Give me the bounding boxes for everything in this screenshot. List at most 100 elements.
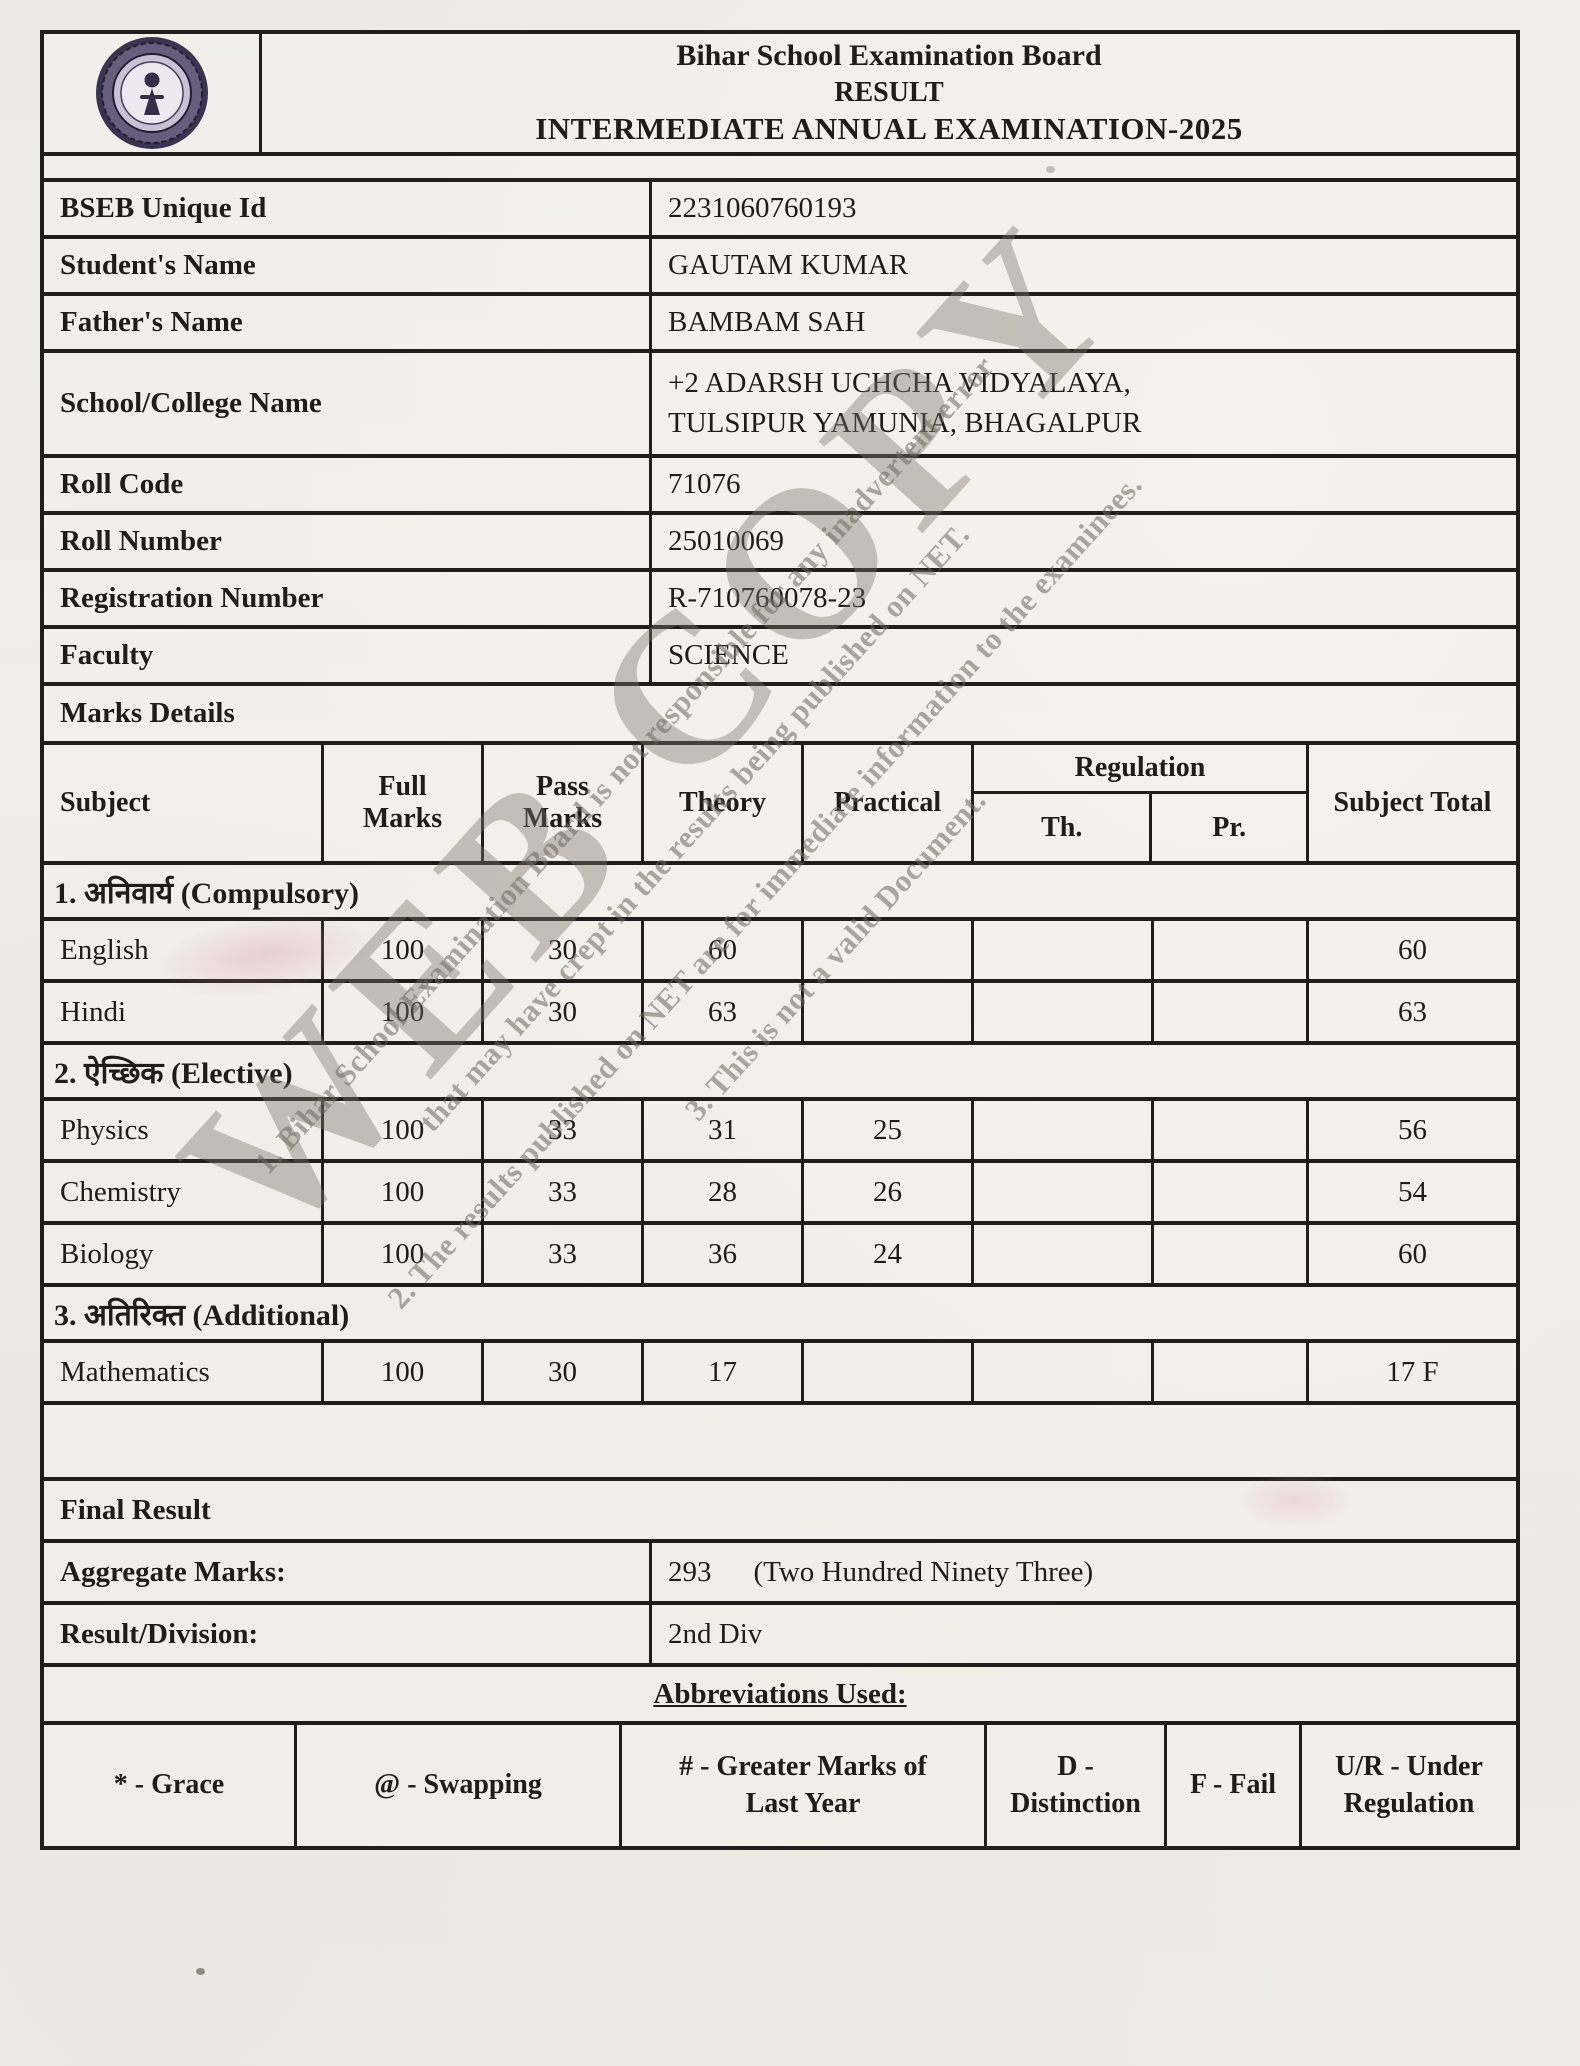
- regulation-pr: [1151, 1225, 1306, 1283]
- info-value: 25010069: [649, 515, 1516, 568]
- table-row-chemistry: Chemistry 100 33 28 26 54: [44, 1163, 1516, 1225]
- marks-details-row: Marks Details: [44, 686, 1516, 745]
- info-row-faculty: Faculty SCIENCE: [44, 629, 1516, 686]
- col-header-theory: Theory: [641, 745, 801, 861]
- table-row-mathematics: Mathematics 100 30 17 17 F: [44, 1343, 1516, 1405]
- subject-total: 60: [1306, 921, 1516, 979]
- subject-name: Biology: [60, 1237, 154, 1270]
- pass-marks: 30: [481, 921, 641, 979]
- col-header-regulation: Regulation: [974, 745, 1306, 794]
- table-row-biology: Biology 100 33 36 24 60: [44, 1225, 1516, 1287]
- col-header-subject-total: Subject Total: [1306, 745, 1516, 861]
- section-title-elective: 2. ऐच्छिक (Elective): [44, 1045, 1516, 1101]
- aggregate-value: 293: [668, 1555, 712, 1588]
- full-marks: 100: [321, 983, 481, 1041]
- full-marks: 100: [321, 1225, 481, 1283]
- school-name-text: +2 ADARSH UCHCHA VIDYALAYA, TULSIPUR YAM…: [668, 367, 1142, 439]
- info-row-registration-number: Registration Number R-710760078-23: [44, 572, 1516, 629]
- regulation-th: [971, 983, 1151, 1041]
- subject-total: 17 F: [1306, 1343, 1516, 1401]
- section-title-text: 1. अनिवार्य (Compulsory): [54, 876, 360, 910]
- subject-name: Chemistry: [60, 1175, 181, 1208]
- section-title-text: 2. ऐच्छिक (Elective): [54, 1056, 293, 1090]
- info-row-roll-number: Roll Number 25010069: [44, 515, 1516, 572]
- theory-marks: 60: [641, 921, 801, 979]
- info-label: Faculty: [60, 639, 154, 671]
- regulation-th: [971, 921, 1151, 979]
- result-division-row: Result/Division: 2nd Div: [44, 1605, 1516, 1667]
- board-name: Bihar School Examination Board: [676, 39, 1102, 73]
- subject-name: Mathematics: [60, 1355, 210, 1388]
- final-result-label: Final Result: [60, 1493, 211, 1526]
- info-label: Roll Code: [60, 468, 184, 500]
- info-label: Roll Number: [60, 525, 222, 557]
- abbreviations-title-row: Abbreviations Used:: [44, 1667, 1516, 1725]
- practical-marks: 26: [801, 1163, 971, 1221]
- info-value: SCIENCE: [649, 629, 1516, 682]
- practical-marks: [801, 1343, 971, 1401]
- col-header-subject: Subject: [60, 787, 151, 818]
- info-label: Student's Name: [60, 249, 256, 281]
- info-value: BAMBAM SAH: [649, 296, 1516, 349]
- pass-marks: 33: [481, 1225, 641, 1283]
- document-title-block: Bihar School Examination Board RESULT IN…: [259, 34, 1516, 152]
- info-row-unique-id: BSEB Unique Id 2231060760193: [44, 182, 1516, 239]
- regulation-pr: [1151, 983, 1306, 1041]
- info-label: BSEB Unique Id: [60, 192, 267, 224]
- subject-name: Hindi: [60, 995, 127, 1028]
- regulation-th: [971, 1343, 1151, 1401]
- info-value: 71076: [649, 458, 1516, 511]
- full-marks: 100: [321, 1163, 481, 1221]
- aggregate-words: (Two Hundred Ninety Three): [753, 1555, 1094, 1588]
- bseb-seal-icon: [95, 37, 208, 149]
- regulation-subheaders: Th. Pr.: [974, 794, 1306, 861]
- empty-row: [44, 1405, 1516, 1481]
- theory-marks: 36: [641, 1225, 801, 1283]
- info-row-roll-code: Roll Code 71076: [44, 458, 1516, 515]
- table-row-physics: Physics 100 33 31 25 56: [44, 1101, 1516, 1163]
- info-value: R-710760078-23: [649, 572, 1516, 625]
- regulation-pr: [1151, 921, 1306, 979]
- abbr-grace: * - Grace: [113, 1769, 225, 1801]
- regulation-pr: [1151, 1163, 1306, 1221]
- aggregate-value-cell: 293 (Two Hundred Ninety Three): [649, 1543, 1516, 1601]
- subject-name: English: [60, 933, 149, 966]
- result-label: RESULT: [834, 76, 944, 108]
- pass-marks: 33: [481, 1101, 641, 1159]
- subject-total: 54: [1306, 1163, 1516, 1221]
- info-label: Father's Name: [60, 306, 243, 338]
- abbr-fail: F - Fail: [1164, 1725, 1299, 1846]
- pass-marks: 30: [481, 1343, 641, 1401]
- result-document: Bihar School Examination Board RESULT IN…: [40, 30, 1520, 1850]
- info-row-father-name: Father's Name BAMBAM SAH: [44, 296, 1516, 353]
- practical-marks: [801, 921, 971, 979]
- regulation-pr: [1151, 1101, 1306, 1159]
- bseb-logo: [44, 34, 259, 152]
- col-header-full-marks: Full Marks: [321, 745, 481, 861]
- table-row-english: English 100 30 60 60: [44, 921, 1516, 983]
- division-label: Result/Division:: [60, 1617, 259, 1650]
- full-marks: 100: [321, 921, 481, 979]
- pass-marks: 30: [481, 983, 641, 1041]
- info-row-student-name: Student's Name GAUTAM KUMAR: [44, 239, 1516, 296]
- spacer-band: [44, 156, 1516, 182]
- practical-marks: 25: [801, 1101, 971, 1159]
- info-value: 2231060760193: [649, 182, 1516, 235]
- practical-marks: [801, 983, 971, 1041]
- division-value: 2nd Div: [649, 1605, 1516, 1663]
- col-header-reg-pr: Pr.: [1212, 811, 1247, 843]
- regulation-th: [971, 1163, 1151, 1221]
- aggregate-marks-row: Aggregate Marks: 293 (Two Hundred Ninety…: [44, 1543, 1516, 1605]
- marks-details-label: Marks Details: [60, 697, 235, 729]
- abbr-greater-marks: # - Greater Marks of Last Year: [619, 1725, 984, 1846]
- document-header: Bihar School Examination Board RESULT IN…: [44, 34, 1516, 156]
- abbreviations-title: Abbreviations Used:: [653, 1677, 907, 1710]
- info-label: Registration Number: [60, 582, 324, 614]
- theory-marks: 28: [641, 1163, 801, 1221]
- info-value: +2 ADARSH UCHCHA VIDYALAYA, TULSIPUR YAM…: [649, 353, 1516, 454]
- table-row-hindi: Hindi 100 30 63 63: [44, 983, 1516, 1045]
- subject-total: 56: [1306, 1101, 1516, 1159]
- subject-name: Physics: [60, 1113, 149, 1146]
- exam-title: INTERMEDIATE ANNUAL EXAMINATION-2025: [535, 110, 1243, 146]
